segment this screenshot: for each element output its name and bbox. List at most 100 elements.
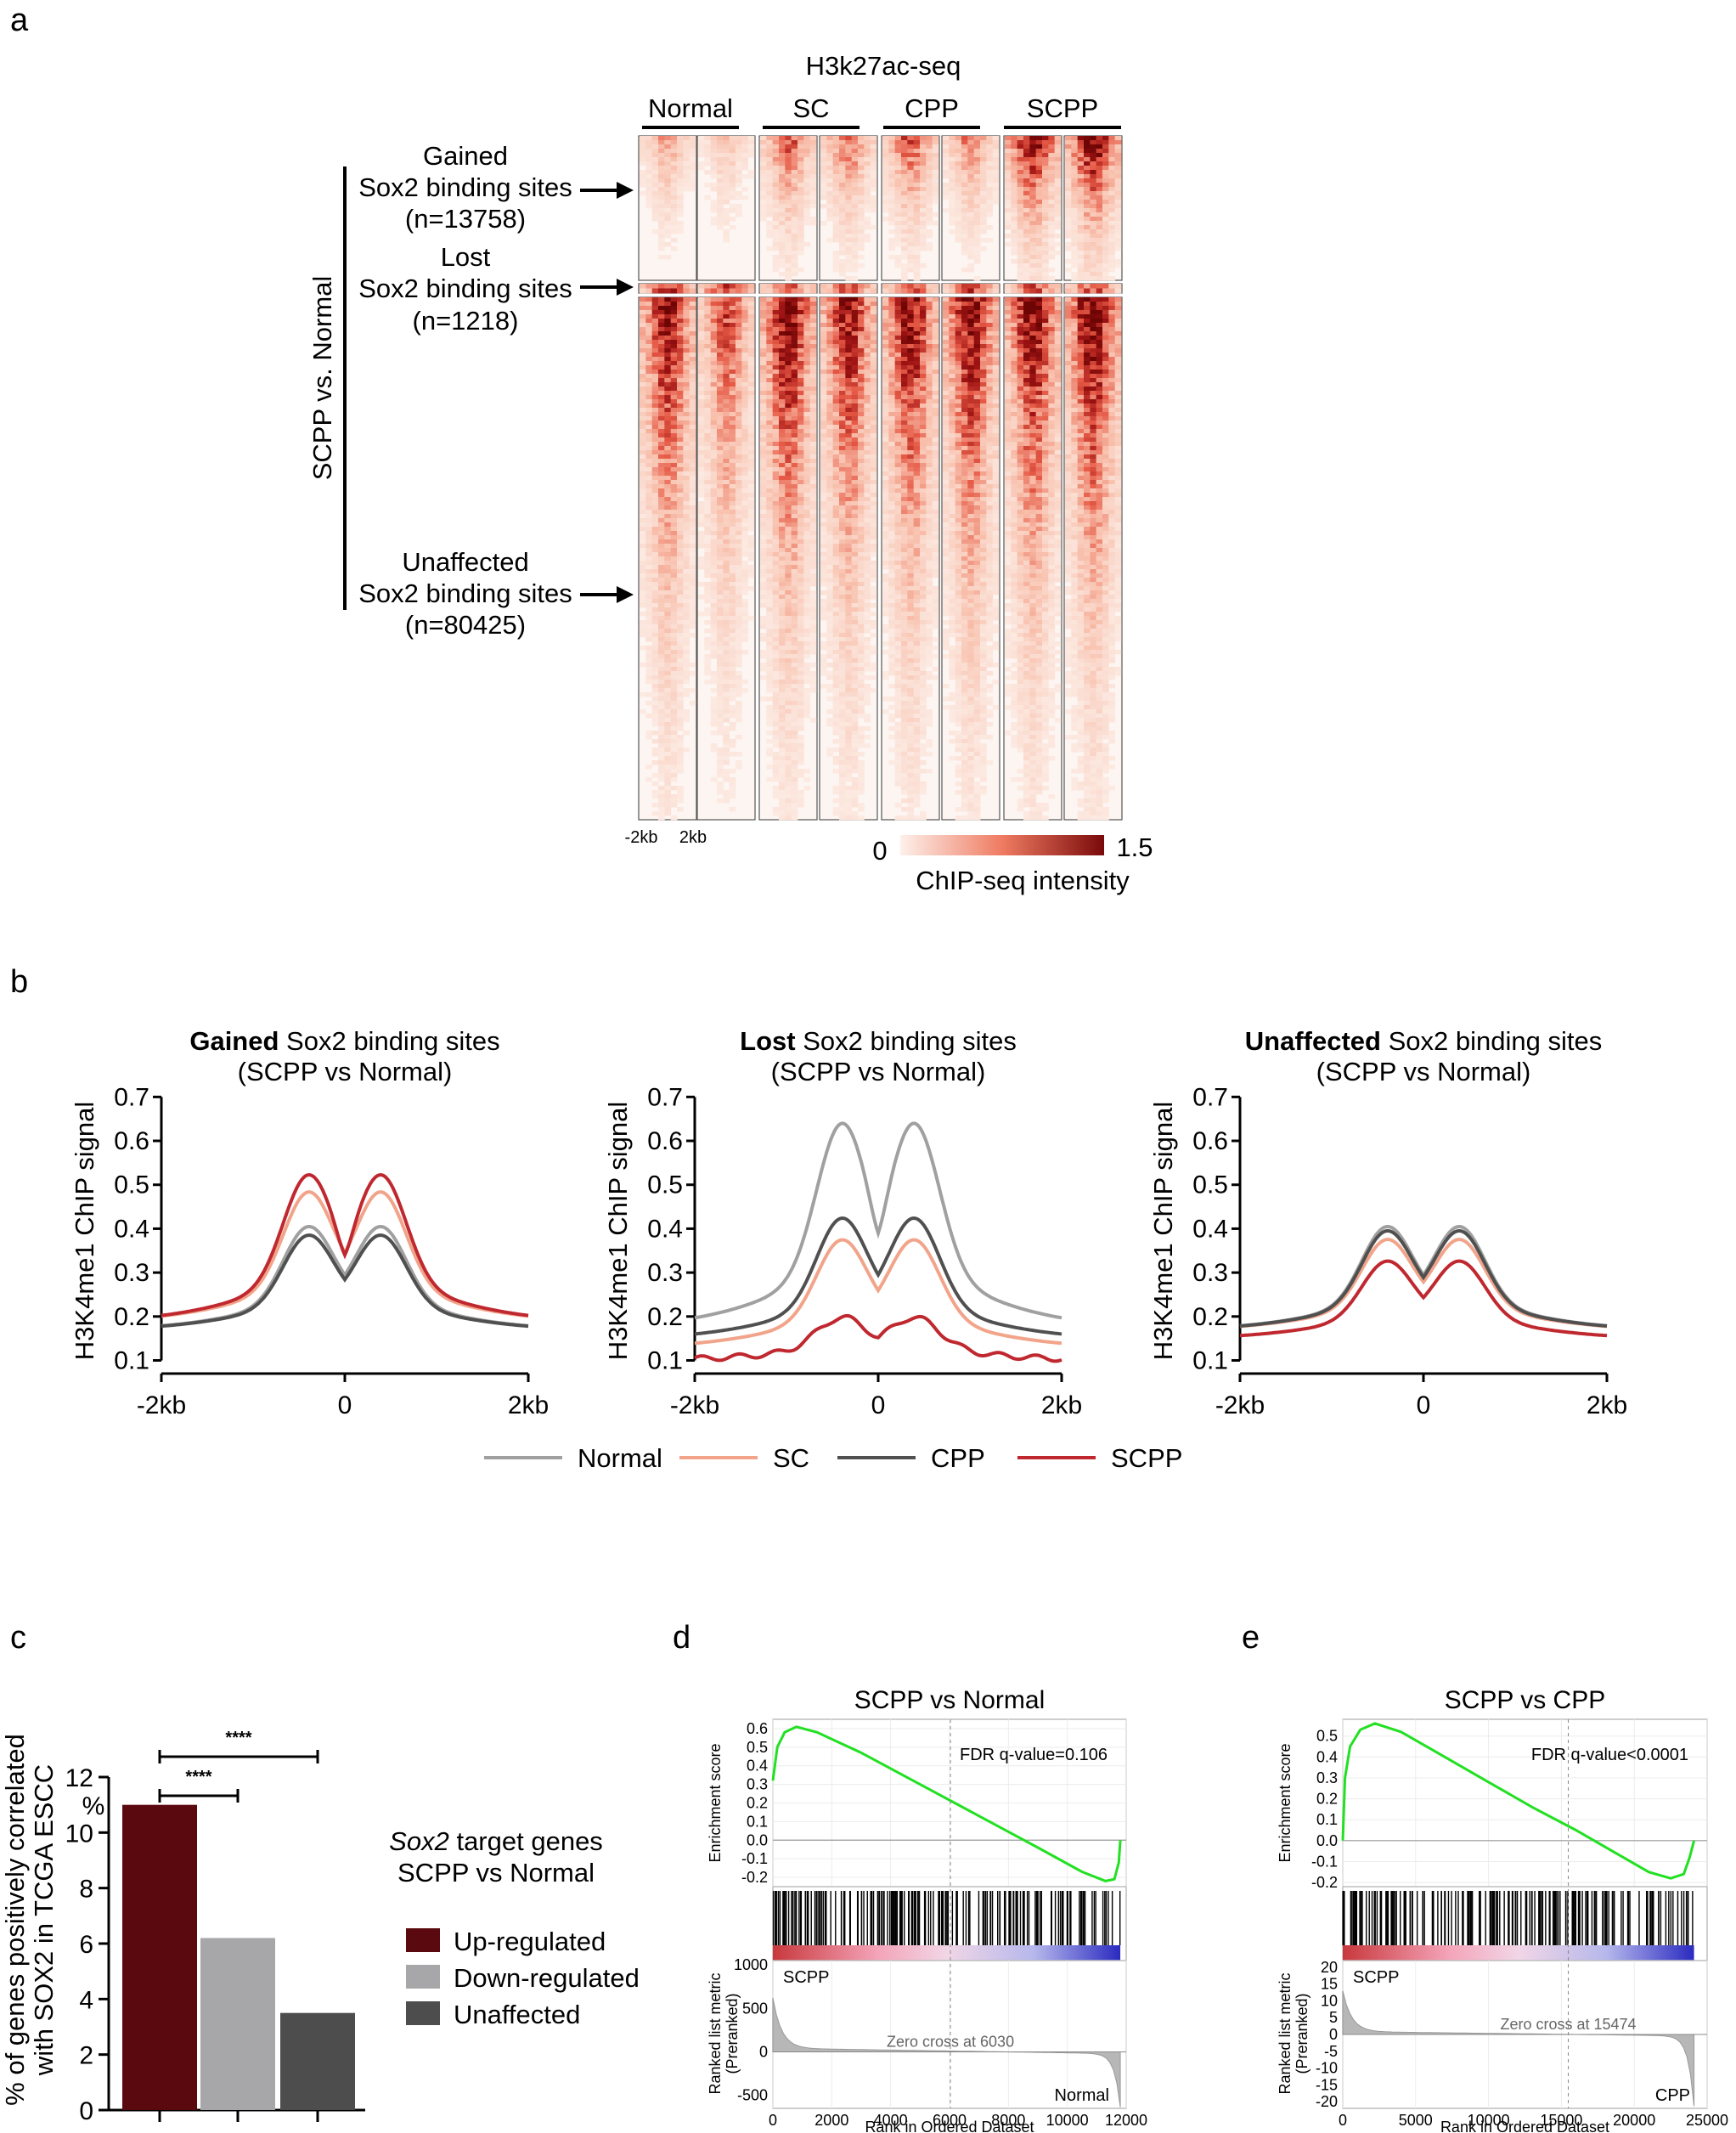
heatmap-pixel bbox=[888, 157, 896, 162]
heatmap-pixel bbox=[845, 743, 853, 748]
heatmap-pixel bbox=[677, 667, 684, 672]
heatmap-pixel bbox=[651, 514, 659, 519]
heatmap-pixel bbox=[717, 374, 724, 379]
heatmap-pixel bbox=[670, 599, 678, 604]
heatmap-pixel bbox=[760, 484, 767, 489]
heatmap-pixel bbox=[683, 467, 690, 472]
heatmap-pixel bbox=[779, 493, 786, 498]
heatmap-pixel bbox=[798, 348, 804, 353]
heatmap-pixel bbox=[772, 459, 780, 464]
heatmap-pixel bbox=[717, 624, 724, 629]
heatmap-pixel bbox=[858, 760, 865, 765]
heatmap-pixel bbox=[658, 765, 665, 770]
heatmap-pixel bbox=[832, 191, 840, 196]
heatmap-pixel bbox=[798, 450, 804, 455]
heatmap-pixel bbox=[882, 195, 889, 200]
heatmap-pixel bbox=[766, 183, 774, 188]
heatmap-pixel bbox=[677, 336, 684, 341]
heatmap-pixel bbox=[645, 429, 653, 434]
heatmap-pixel bbox=[845, 514, 853, 519]
heatmap-pixel bbox=[851, 395, 859, 400]
heatmap-pixel bbox=[760, 370, 767, 375]
heatmap-pixel bbox=[839, 357, 846, 362]
heatmap-pixel bbox=[870, 552, 877, 557]
heatmap-pixel bbox=[845, 488, 853, 494]
heatmap-pixel bbox=[858, 493, 865, 498]
heatmap-pixel bbox=[717, 680, 724, 685]
heatmap-pixel bbox=[785, 539, 792, 545]
heatmap-pixel bbox=[766, 561, 774, 566]
heatmap-pixel bbox=[779, 178, 786, 183]
heatmap-pixel bbox=[803, 450, 811, 455]
heatmap-pixel bbox=[772, 675, 780, 680]
heatmap-pixel bbox=[704, 429, 712, 434]
heatmap-pixel bbox=[894, 149, 902, 154]
heatmap-pixel bbox=[907, 288, 915, 294]
heatmap-pixel bbox=[640, 361, 646, 366]
heatmap-pixel bbox=[651, 578, 659, 583]
heatmap-pixel bbox=[785, 803, 792, 808]
heatmap-pixel bbox=[664, 739, 672, 744]
heatmap-pixel bbox=[704, 395, 712, 400]
heatmap-pixel bbox=[677, 314, 684, 319]
heatmap-pixel bbox=[766, 433, 774, 438]
heatmap-pixel bbox=[741, 361, 749, 366]
heatmap-pixel bbox=[664, 612, 672, 617]
heatmap-pixel bbox=[741, 314, 749, 319]
heatmap-pixel bbox=[729, 488, 736, 494]
heatmap-pixel bbox=[747, 340, 755, 345]
heatmap-pixel bbox=[664, 255, 672, 260]
heatmap-pixel bbox=[882, 217, 889, 222]
heatmap-pixel bbox=[640, 471, 646, 477]
heatmap-pixel bbox=[664, 748, 672, 753]
heatmap-pixel bbox=[809, 204, 817, 209]
heatmap-pixel bbox=[864, 408, 871, 413]
heatmap-pixel bbox=[826, 399, 834, 404]
heatmap-pixel bbox=[651, 323, 659, 328]
heatmap-pixel bbox=[791, 246, 798, 251]
heatmap-pixel bbox=[901, 195, 908, 200]
heatmap-pixel bbox=[723, 641, 730, 646]
heatmap-pixel bbox=[741, 195, 749, 200]
heatmap-pixel bbox=[677, 433, 684, 438]
heatmap-pixel bbox=[664, 140, 672, 145]
heatmap-pixel bbox=[717, 340, 724, 345]
heatmap-pixel bbox=[779, 433, 786, 438]
heatmap-pixel bbox=[664, 327, 672, 332]
heatmap-pixel bbox=[640, 348, 646, 353]
heatmap-pixel bbox=[760, 212, 767, 217]
heatmap-pixel bbox=[664, 191, 672, 196]
heatmap-pixel bbox=[698, 166, 705, 171]
heatmap-pixel bbox=[658, 420, 665, 426]
heatmap-pixel bbox=[651, 650, 659, 655]
heatmap-pixel bbox=[839, 748, 846, 753]
heatmap-pixel bbox=[803, 340, 811, 345]
heatmap-pixel bbox=[779, 612, 786, 617]
heatmap-pixel bbox=[826, 314, 834, 319]
heatmap-pixel bbox=[677, 378, 684, 383]
heatmap-pixel bbox=[870, 650, 877, 655]
heatmap-pixel bbox=[785, 420, 792, 426]
heatmap-pixel bbox=[760, 157, 767, 162]
heatmap-pixel bbox=[741, 480, 749, 485]
heatmap-pixel bbox=[820, 484, 827, 489]
heatmap-pixel bbox=[729, 178, 736, 183]
heatmap-pixel bbox=[791, 646, 798, 651]
heatmap-pixel bbox=[882, 178, 889, 183]
heatmap-pixel bbox=[723, 777, 730, 782]
heatmap-pixel bbox=[651, 556, 659, 561]
heatmap-pixel bbox=[710, 361, 718, 366]
heatmap-pixel bbox=[741, 586, 749, 591]
heatmap-pixel bbox=[736, 590, 742, 595]
heatmap-pixel bbox=[858, 353, 865, 358]
heatmap-pixel bbox=[845, 658, 853, 663]
heatmap-pixel bbox=[658, 786, 665, 791]
heatmap-pixel bbox=[729, 378, 736, 383]
heatmap-pixel bbox=[723, 403, 730, 409]
heatmap-pixel bbox=[832, 561, 840, 566]
heatmap-pixel bbox=[658, 437, 665, 443]
heatmap-pixel bbox=[851, 595, 859, 600]
heatmap-pixel bbox=[658, 429, 665, 434]
heatmap-pixel bbox=[870, 510, 877, 515]
heatmap-pixel bbox=[809, 629, 817, 634]
